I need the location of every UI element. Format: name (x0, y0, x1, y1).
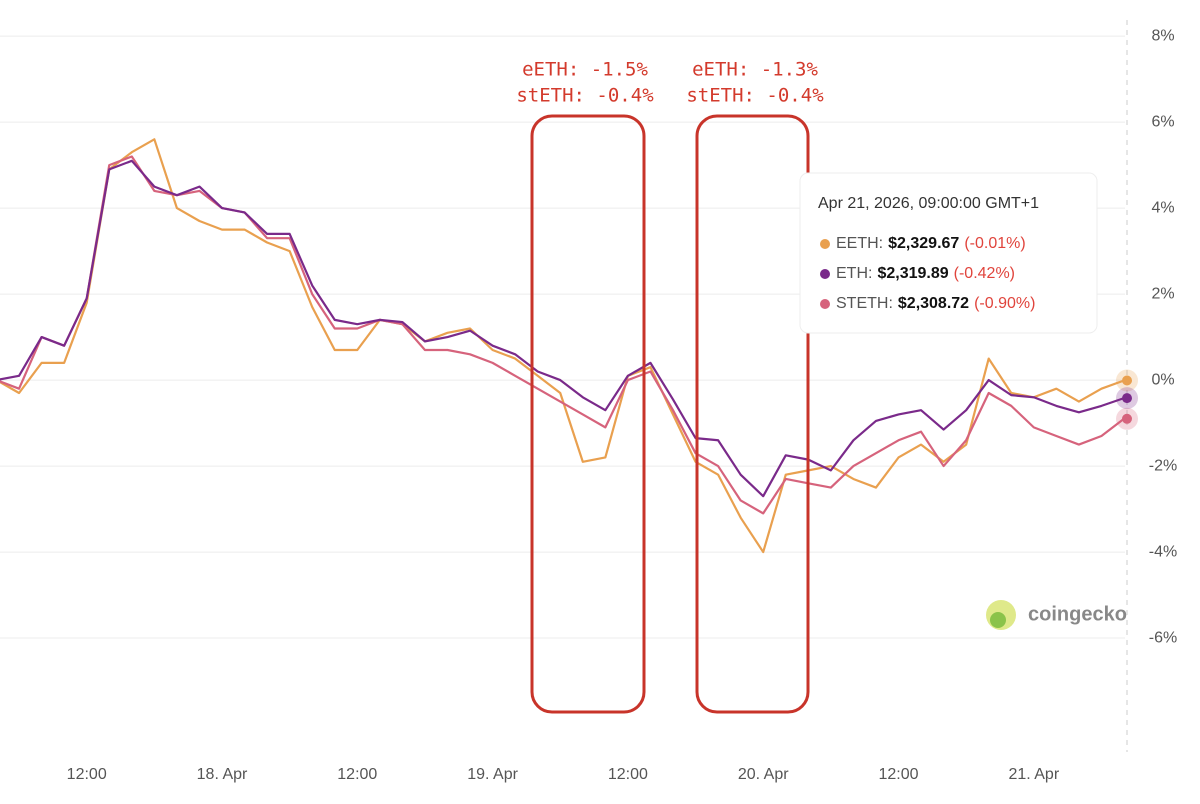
x-tick-label: 18. Apr (197, 766, 248, 783)
series-line (0, 159, 1125, 498)
x-tick-label: 12:00 (608, 766, 648, 783)
tooltip-dot (820, 239, 830, 249)
highlight-box (530, 114, 646, 714)
tooltip-text: $2,319.89 (877, 265, 948, 282)
x-tick-label: 20. Apr (738, 766, 789, 783)
logo (990, 612, 1006, 628)
tooltip-row: EETH: $2,329.67 (-0.01%) (836, 235, 1026, 252)
y-tick-label: 0% (1151, 371, 1174, 388)
annotation: stETH: -0.4% (516, 85, 654, 107)
y-tick-label: 6% (1151, 113, 1174, 130)
end-dot (1122, 413, 1132, 424)
tooltip-dot (820, 299, 830, 309)
tooltip-text: (-0.90%) (974, 295, 1035, 312)
tooltip-text: (-0.42%) (954, 265, 1015, 282)
y-tick-label: 2% (1151, 285, 1174, 302)
tooltip-dot (820, 269, 830, 279)
tooltip: Apr 21, 2026, 09:00:00 GMT+1 EETH: $2,329… (799, 172, 1098, 334)
tooltip-text: ETH: (836, 265, 872, 282)
x-tick-label: 19. Apr (467, 766, 518, 783)
series-line (0, 155, 1125, 515)
y-tick-label: 4% (1151, 199, 1174, 216)
annotation: eETH: -1.5% (522, 59, 648, 81)
tooltip-box (799, 172, 1098, 334)
end-dot (1122, 393, 1132, 404)
annotation: eETH: -1.3% (692, 59, 818, 81)
watermark: coingecko (986, 600, 1127, 630)
y-tick-label: 8% (1151, 27, 1174, 44)
end-dot (1122, 375, 1132, 386)
tooltip-row: STETH: $2,308.72 (-0.90%) (836, 295, 1035, 312)
y-tick-label: -2% (1149, 457, 1177, 474)
tooltip-text: STETH: (836, 295, 893, 312)
tooltip-text: $2,329.67 (888, 235, 959, 252)
x-tick-label: 21. Apr (1008, 766, 1059, 783)
tooltip-text: (-0.01%) (964, 235, 1025, 252)
tooltip-text: EETH: (836, 235, 883, 252)
tooltip-title: Apr 21, 2026, 09:00:00 GMT+1 (818, 195, 1039, 212)
y-tick-label: -4% (1149, 543, 1177, 560)
x-tick-label: 12:00 (67, 766, 107, 783)
tooltip-text: $2,308.72 (898, 295, 969, 312)
x-tick-label: 12:00 (878, 766, 918, 783)
annotation: stETH: -0.4% (686, 85, 824, 107)
y-tick-label: -6% (1149, 629, 1177, 646)
tooltip-row: ETH: $2,319.89 (-0.42%) (836, 265, 1015, 282)
highlight-box (695, 114, 810, 714)
watermark-text: coingecko (1028, 603, 1127, 625)
x-tick-label: 12:00 (337, 766, 377, 783)
